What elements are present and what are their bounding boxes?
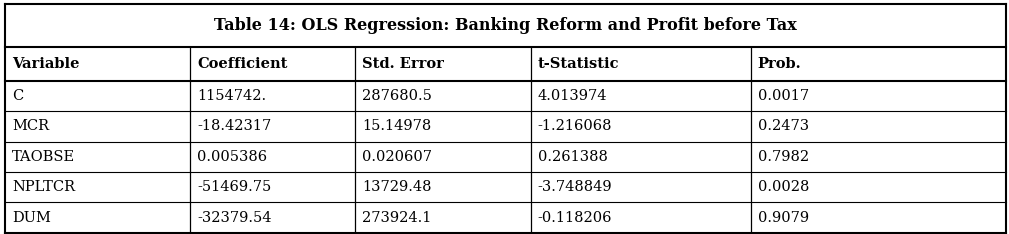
Text: 4.013974: 4.013974	[538, 89, 607, 103]
Text: DUM: DUM	[12, 211, 51, 225]
Text: Table 14: OLS Regression: Banking Reform and Profit before Tax: Table 14: OLS Regression: Banking Reform…	[214, 17, 797, 34]
Text: 15.14978: 15.14978	[362, 119, 432, 133]
Text: Prob.: Prob.	[758, 57, 801, 71]
Text: Variable: Variable	[12, 57, 80, 71]
Text: -18.42317: -18.42317	[198, 119, 271, 133]
Text: -3.748849: -3.748849	[538, 180, 612, 194]
Text: 0.0028: 0.0028	[758, 180, 809, 194]
Text: NPLTCR: NPLTCR	[12, 180, 75, 194]
Text: t-Statistic: t-Statistic	[538, 57, 620, 71]
Text: 287680.5: 287680.5	[362, 89, 432, 103]
Text: 0.0017: 0.0017	[758, 89, 809, 103]
Text: TAOBSE: TAOBSE	[12, 150, 76, 164]
Text: -0.118206: -0.118206	[538, 211, 612, 225]
Text: 0.7982: 0.7982	[758, 150, 809, 164]
Text: 0.261388: 0.261388	[538, 150, 607, 164]
Text: Coefficient: Coefficient	[198, 57, 288, 71]
Text: Std. Error: Std. Error	[362, 57, 444, 71]
Text: 0.2473: 0.2473	[758, 119, 809, 133]
Text: -51469.75: -51469.75	[198, 180, 271, 194]
Text: -32379.54: -32379.54	[198, 211, 271, 225]
Text: MCR: MCR	[12, 119, 49, 133]
Text: 0.005386: 0.005386	[198, 150, 267, 164]
Text: 13729.48: 13729.48	[362, 180, 432, 194]
Text: 273924.1: 273924.1	[362, 211, 432, 225]
Text: 0.020607: 0.020607	[362, 150, 433, 164]
Text: -1.216068: -1.216068	[538, 119, 612, 133]
Text: C: C	[12, 89, 23, 103]
Text: 0.9079: 0.9079	[758, 211, 809, 225]
Text: 1154742.: 1154742.	[198, 89, 266, 103]
